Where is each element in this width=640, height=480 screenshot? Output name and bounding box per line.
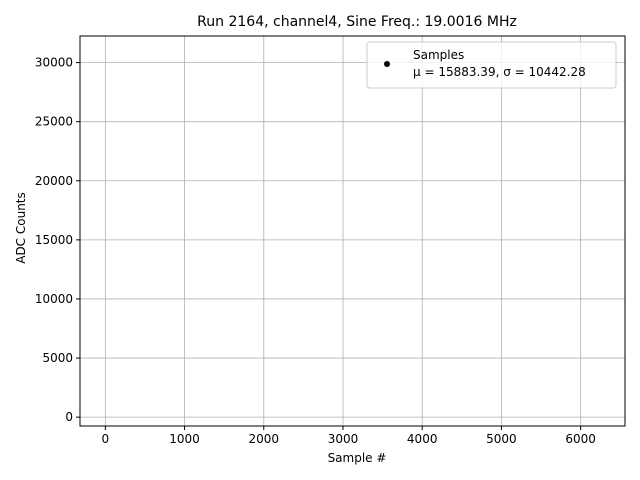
y-tick-label: 10000 [35,292,73,306]
y-tick-label: 15000 [35,233,73,247]
legend-series-name: Samples [413,48,464,62]
x-axis-label: Sample # [328,451,387,465]
y-tick-label: 25000 [35,115,73,129]
y-tick-label: 30000 [35,56,73,70]
x-tick-label: 0 [102,432,110,446]
x-tick-label: 4000 [407,432,438,446]
y-tick-label: 20000 [35,174,73,188]
grid-layer [80,36,625,426]
legend-box [366,41,617,89]
y-axis-label: ADC Counts [14,192,28,264]
chart-title: Run 2164, channel4, Sine Freq.: 19.0016 … [197,14,517,30]
legend: Samples μ = 15883.39, σ = 10442.28 [366,41,617,89]
x-tick-label: 2000 [249,432,280,446]
axes-layer: 0 1000 2000 3000 4000 5000 6000 0 5000 10000 15000… [35,35,626,446]
plot-frame [79,35,626,427]
x-tick-label: 6000 [565,432,596,446]
x-tick-label: 5000 [486,432,517,446]
y-tick-label: 0 [65,410,73,424]
x-tick-label: 3000 [328,432,359,446]
y-tick-label: 5000 [42,351,73,365]
legend-marker [384,61,390,67]
x-tick-label: 1000 [169,432,200,446]
legend-stats-label: μ = 15883.39, σ = 10442.28 [413,65,586,79]
